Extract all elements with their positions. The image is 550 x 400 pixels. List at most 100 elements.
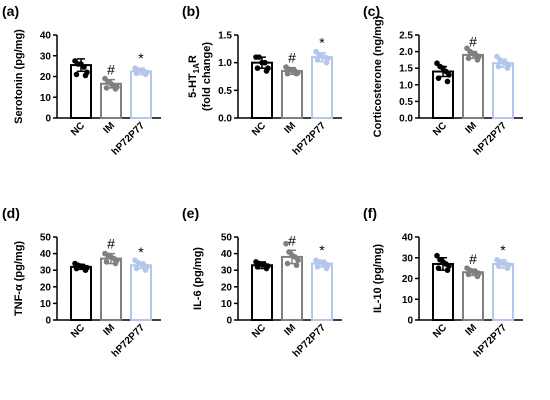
y-tick-label: 30 <box>40 51 52 62</box>
data-point <box>325 55 331 62</box>
data-point <box>435 75 442 81</box>
x-tick-label: IM <box>463 120 479 136</box>
data-point <box>133 70 140 77</box>
data-point <box>444 267 451 274</box>
data-point <box>263 265 270 272</box>
data-point <box>82 267 89 274</box>
x-tick-label: NC <box>431 120 449 138</box>
data-point <box>474 57 481 63</box>
y-tick-label: 1.5 <box>399 64 413 75</box>
x-tick-label: NC <box>250 120 268 138</box>
y-axis-label: Corticosterone (ng/mg) <box>372 15 384 137</box>
data-point <box>435 265 442 271</box>
x-tick-label: IM <box>463 322 479 338</box>
data-point <box>504 265 511 271</box>
chart-panel: (f) 0 10 20 30 40 IL-10 (pg/mg) NC # IM * hP72P77 <box>363 205 523 360</box>
data-point <box>465 271 472 278</box>
y-tick-label: 0 <box>407 316 413 327</box>
bar-nc <box>432 262 454 322</box>
x-tick-label: hP72P77 <box>291 120 329 158</box>
x-tick-label: hP72P77 <box>291 322 329 360</box>
data-point <box>474 273 481 280</box>
bar-hp72p77 <box>130 264 152 321</box>
bar-im <box>281 69 303 119</box>
y-tick-label: 20 <box>40 282 52 293</box>
data-point <box>73 265 80 272</box>
significance-mark: # <box>107 62 115 78</box>
x-tick-label: IM <box>282 322 298 338</box>
x-tick-label: IM <box>282 120 298 136</box>
y-tick-label: 0.0 <box>218 114 232 125</box>
y-tick-label: 2.0 <box>399 47 413 58</box>
data-point <box>254 264 261 270</box>
x-tick-label: hP72P77 <box>110 322 148 360</box>
chart-panel: (e) 0 10 20 30 40 50 IL-6 (pg/mg) NC # IM * hP72P77 <box>182 205 342 360</box>
panel-label: (f) <box>363 205 377 221</box>
x-tick-label: hP72P77 <box>472 322 510 360</box>
y-axis-label: Serotonin (pg/mg) <box>13 29 25 124</box>
x-tick-label: NC <box>431 322 449 340</box>
significance-mark: # <box>107 236 115 252</box>
y-tick-label: 40 <box>221 249 233 260</box>
y-tick-label: 30 <box>40 266 52 277</box>
data-point <box>434 252 440 259</box>
data-point <box>284 70 291 77</box>
data-point <box>82 72 89 79</box>
significance-mark: * <box>319 35 325 51</box>
bar-nc <box>70 265 92 322</box>
data-point <box>133 265 140 272</box>
bar-hp72p77 <box>492 62 514 119</box>
y-tick-label: 2.5 <box>399 31 413 42</box>
data-point <box>465 55 472 62</box>
significance-mark: # <box>288 50 296 66</box>
y-tick-label: 1.0 <box>399 80 413 91</box>
y-tick-label: 30 <box>402 253 414 264</box>
bar-hp72p77 <box>311 262 333 321</box>
significance-mark: * <box>138 50 144 66</box>
y-tick-label: 40 <box>40 249 52 260</box>
y-tick-label: 20 <box>40 72 52 83</box>
y-axis-label: IL-6 (pg/mg) <box>192 247 204 310</box>
data-point <box>283 240 289 247</box>
y-tick-label: 30 <box>221 266 233 277</box>
data-point <box>323 59 330 66</box>
x-tick-label: IM <box>101 120 117 136</box>
bar-im <box>100 257 122 321</box>
y-tick-label: 10 <box>40 93 52 104</box>
panel-label: (a) <box>2 3 19 19</box>
data-point <box>103 259 110 265</box>
y-axis-label-main: 5-HT <box>187 73 199 98</box>
y-tick-label: 10 <box>40 299 52 310</box>
bar-hp72p77 <box>311 56 333 119</box>
significance-mark: # <box>469 34 477 50</box>
y-tick-label: 20 <box>221 282 233 293</box>
data-point <box>495 263 502 269</box>
x-tick-label: NC <box>69 322 87 340</box>
chart-panel: (c) 0.0 0.5 1.0 1.5 2.0 2.5 Corticosterone (ng/… <box>363 3 523 158</box>
y-tick-label: 0 <box>45 114 51 125</box>
bar-im <box>462 53 484 119</box>
y-tick-label: 0 <box>226 316 232 327</box>
data-point <box>495 63 502 70</box>
data-point <box>295 257 301 264</box>
data-point <box>142 71 149 78</box>
y-tick-label: 40 <box>402 233 414 244</box>
significance-mark: # <box>288 232 296 248</box>
data-point <box>254 65 261 71</box>
y-tick-label: 0.5 <box>399 97 413 108</box>
data-point <box>262 59 268 66</box>
panel-label: (e) <box>182 205 199 221</box>
y-tick-label: 0.0 <box>399 114 413 125</box>
x-tick-label: hP72P77 <box>110 120 148 158</box>
significance-mark: * <box>500 242 506 258</box>
chart-panel: (a) 0 10 20 30 40 Serotonin (pg/mg) NC # IM * hP72P… <box>2 3 161 158</box>
y-axis-label-sub: 1A <box>192 63 201 73</box>
data-point <box>314 264 321 270</box>
x-tick-label: IM <box>101 322 117 338</box>
data-point <box>142 267 149 274</box>
data-point <box>112 260 119 267</box>
significance-mark: * <box>138 244 144 260</box>
x-tick-label: NC <box>250 322 268 340</box>
data-point <box>263 68 270 74</box>
y-tick-label: 50 <box>40 233 52 244</box>
